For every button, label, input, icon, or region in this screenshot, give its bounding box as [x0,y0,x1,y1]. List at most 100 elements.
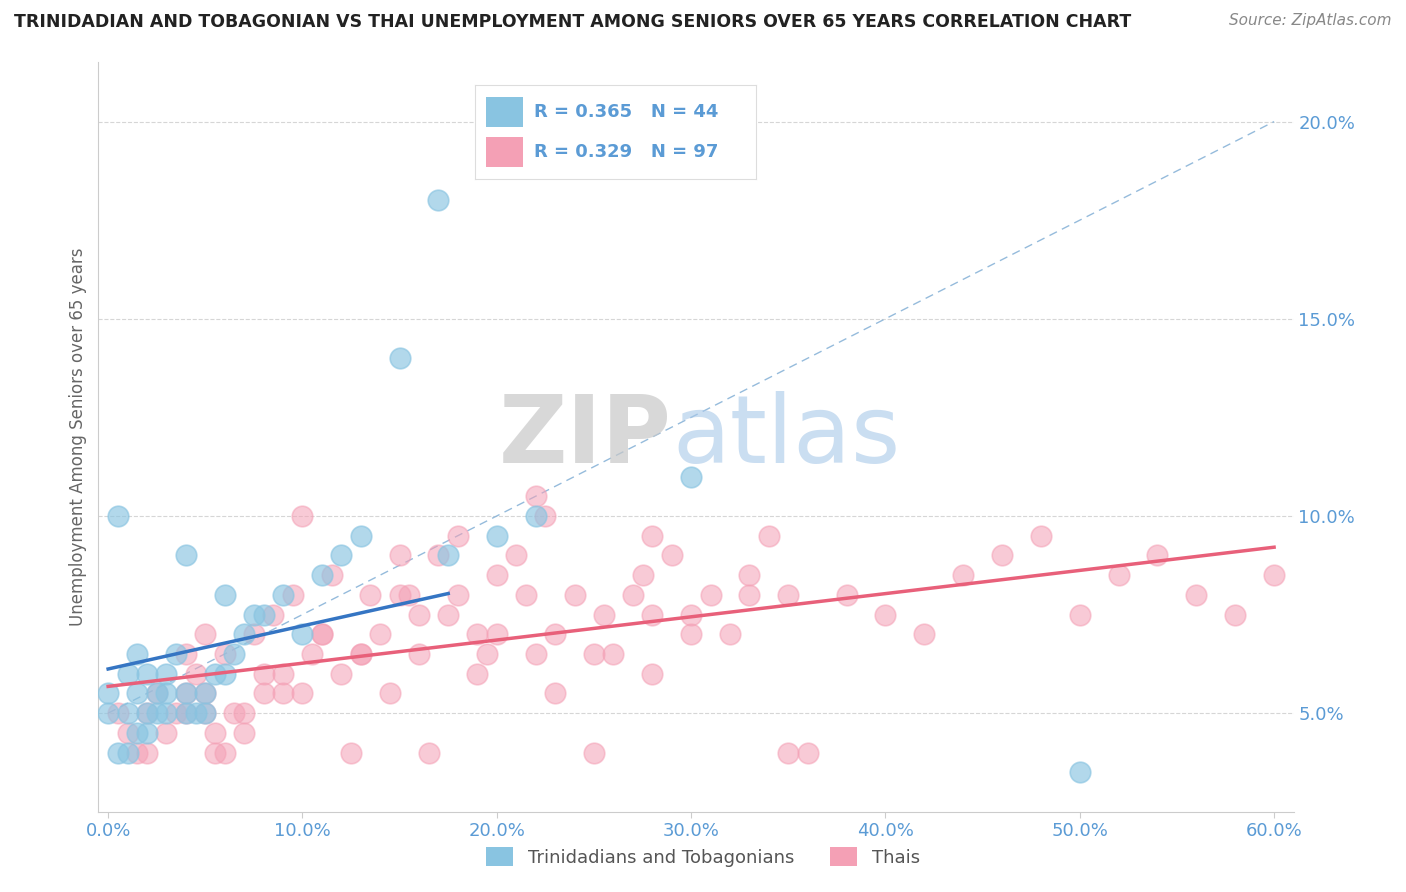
Point [117,726,139,740]
Point [388,588,411,602]
Point [388,549,411,563]
Point [311,627,333,641]
Point [233,627,256,641]
Point [97,686,120,700]
Point [107,508,129,523]
Point [224,647,246,661]
Point [271,686,294,700]
Point [778,746,800,760]
Point [681,627,703,641]
Point [505,549,527,563]
Point [243,627,266,641]
Point [145,706,167,720]
Point [330,549,353,563]
Point [475,647,498,661]
Point [194,686,217,700]
Point [515,588,537,602]
Point [1069,765,1091,780]
Point [136,726,159,740]
Point [145,686,167,700]
Point [271,666,294,681]
Point [447,588,470,602]
Point [350,529,373,543]
Point [641,607,664,622]
Point [165,647,187,661]
Point [408,647,430,661]
Point [602,647,624,661]
Point [155,666,177,681]
Point [214,647,236,661]
Point [1146,549,1168,563]
Point [136,706,159,720]
Point [437,549,460,563]
Point [447,529,470,543]
Point [127,726,149,740]
Point [912,627,935,641]
Point [136,746,159,760]
Point [174,706,197,720]
Point [1263,568,1285,582]
Point [214,588,236,602]
Point [718,627,741,641]
Point [621,588,644,602]
Point [252,686,274,700]
Point [1029,529,1052,543]
Point [1185,588,1208,602]
Point [165,706,187,720]
Text: atlas: atlas [672,391,900,483]
Point [582,746,605,760]
Point [592,607,614,622]
Point [174,549,197,563]
Point [184,706,207,720]
Point [107,746,129,760]
Point [359,588,381,602]
Point [534,508,557,523]
Point [97,706,120,720]
Point [214,666,236,681]
Point [582,647,605,661]
Point [262,607,284,622]
Point [378,686,401,700]
Point [738,588,761,602]
Point [778,588,800,602]
Point [107,706,129,720]
Point [204,746,226,760]
Point [467,666,489,681]
Point [437,607,460,622]
Point [194,627,217,641]
Point [427,549,450,563]
Point [661,549,683,563]
Point [485,627,508,641]
Point [155,686,177,700]
Point [524,647,547,661]
Point [291,508,314,523]
Point [1108,568,1130,582]
Point [301,647,323,661]
Point [485,568,508,582]
Point [145,686,167,700]
Point [214,746,236,760]
Point [681,469,703,483]
Point [155,706,177,720]
Point [243,607,266,622]
Point [350,647,373,661]
Text: Source: ZipAtlas.com: Source: ZipAtlas.com [1229,13,1392,29]
Point [875,607,897,622]
Point [291,627,314,641]
Point [544,627,567,641]
Point [699,588,721,602]
Point [524,489,547,503]
Y-axis label: Unemployment Among Seniors over 65 years: Unemployment Among Seniors over 65 years [69,248,87,626]
Point [388,351,411,366]
Point [174,686,197,700]
Point [681,607,703,622]
Point [738,568,761,582]
Point [127,647,149,661]
Point [835,588,858,602]
Point [233,726,256,740]
Point [117,746,139,760]
Point [641,529,664,543]
Legend: Trinidadians and Tobagonians, Thais: Trinidadians and Tobagonians, Thais [479,840,927,874]
Point [1069,607,1091,622]
Point [184,666,207,681]
